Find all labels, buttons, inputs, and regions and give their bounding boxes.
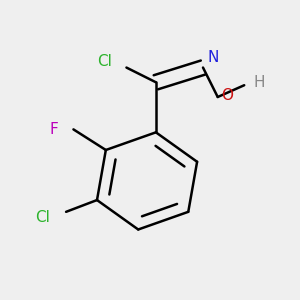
Text: Cl: Cl xyxy=(97,54,112,69)
Text: Cl: Cl xyxy=(35,210,50,225)
Text: O: O xyxy=(221,88,233,103)
Text: H: H xyxy=(253,75,265,90)
Text: F: F xyxy=(50,122,59,137)
Text: N: N xyxy=(207,50,219,65)
